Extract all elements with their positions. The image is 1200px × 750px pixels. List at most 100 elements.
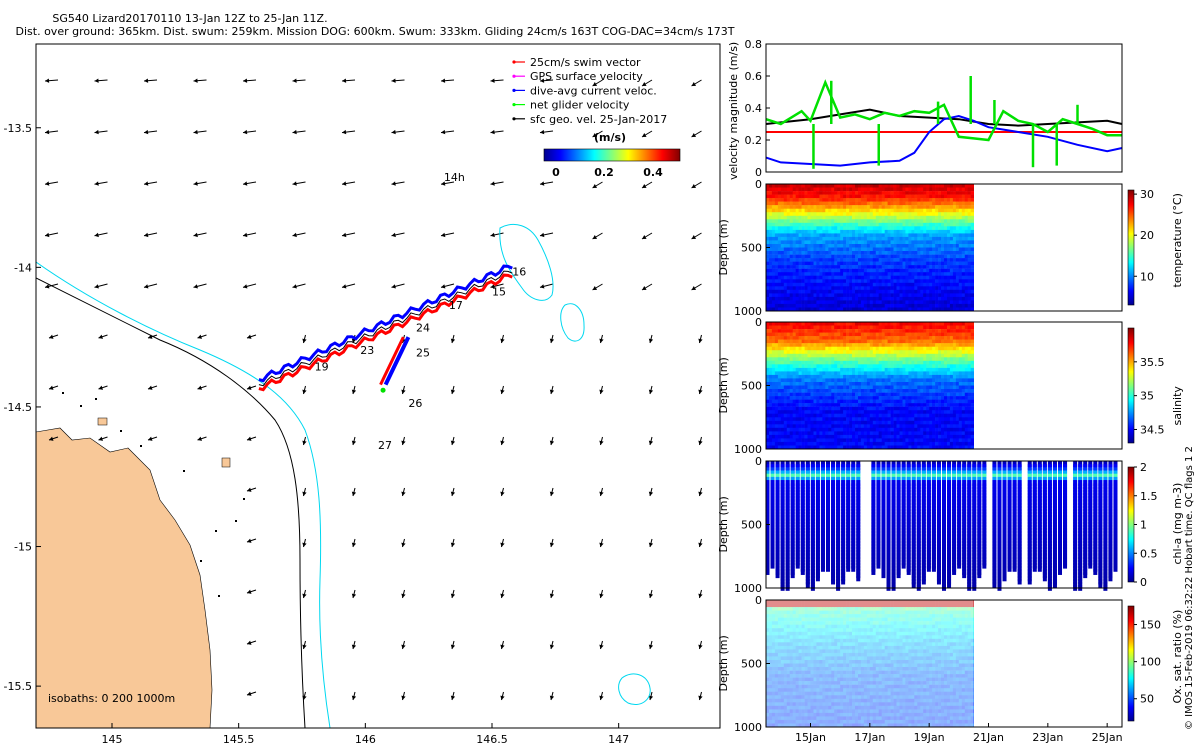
section-cell (863, 332, 868, 337)
section-cell (920, 325, 924, 330)
section-cell (828, 378, 832, 383)
section-cell (893, 406, 897, 411)
section-cell (893, 399, 897, 404)
section-cell (804, 445, 808, 450)
section-cell (923, 229, 927, 234)
section-cell (813, 194, 817, 199)
section-cell (905, 364, 909, 369)
section-cell (849, 431, 853, 436)
section-cell (887, 194, 891, 199)
section-cell (783, 289, 788, 294)
section-cell (843, 275, 847, 280)
section-cell (947, 229, 951, 234)
section-cell (896, 279, 900, 284)
velocity-arrow-head (450, 389, 456, 394)
section-cell (822, 445, 826, 450)
section-cell (813, 244, 817, 248)
section-cell (786, 265, 791, 269)
section-cell (941, 201, 945, 206)
section-cell (893, 343, 897, 347)
section-cell (866, 382, 871, 386)
section-cell (858, 332, 862, 337)
section-cell (887, 382, 891, 386)
section-cell (935, 247, 939, 252)
section-cell (819, 360, 823, 365)
section-cell (917, 219, 921, 224)
section-cell (807, 364, 811, 369)
section-cell (878, 307, 882, 312)
section-cell (766, 240, 770, 245)
section-cell (893, 236, 897, 241)
section-cell (777, 350, 782, 354)
section-cell (905, 184, 909, 188)
section-cell (887, 258, 891, 262)
section-cell (881, 382, 885, 386)
section-cell (843, 289, 847, 294)
section-cell (872, 184, 877, 188)
velocity-arrow-head (592, 82, 598, 86)
section-cell (786, 296, 791, 301)
section-cell (807, 303, 811, 308)
section-cell (890, 445, 894, 450)
section-cell (905, 226, 909, 231)
section-cell (869, 286, 874, 291)
section-cell (792, 332, 796, 337)
section-cell (887, 353, 891, 358)
section-cell (792, 254, 796, 259)
section-cell (905, 215, 909, 220)
colorbar-tick-label: 20 (1140, 229, 1154, 242)
section-cell (834, 417, 838, 422)
legend-label: net glider velocity (530, 99, 630, 112)
section-cell (780, 364, 785, 369)
section-cell (807, 261, 811, 266)
section-cell (893, 322, 897, 326)
section-cell (896, 357, 900, 362)
section-cell (837, 332, 841, 337)
section-cell (810, 251, 814, 255)
section-cell (896, 289, 900, 294)
section-cell (855, 187, 859, 192)
section-cell (941, 187, 945, 192)
section-cell (798, 332, 802, 337)
section-cell (961, 279, 966, 284)
section-cell (837, 184, 841, 188)
section-cell (872, 396, 877, 400)
section-cell (822, 336, 826, 340)
section-cell (807, 441, 811, 446)
velocity-arrow-head (98, 385, 103, 390)
section-cell (816, 282, 820, 287)
section-cell (863, 385, 868, 390)
section-cell (860, 417, 865, 422)
section-cell (777, 194, 782, 199)
section-cell (881, 445, 885, 450)
section-cell (860, 201, 865, 206)
section-cell (875, 431, 880, 436)
section-cell (834, 272, 838, 276)
section-cell (964, 272, 969, 276)
section-cell (798, 441, 802, 446)
section-cell (932, 275, 936, 280)
section-cell (896, 244, 900, 248)
section-cell (878, 378, 882, 383)
section-cell (783, 240, 788, 245)
section-cell (899, 360, 903, 365)
section-cell (837, 431, 841, 436)
section-cell (837, 289, 841, 294)
section-cell (917, 244, 921, 248)
section-cell (822, 251, 826, 255)
section-cell (831, 268, 835, 273)
section-cell (843, 403, 847, 407)
section-cell (834, 254, 838, 259)
section-cell (858, 282, 862, 287)
section-cell (869, 441, 874, 446)
section-cell (866, 194, 871, 199)
section-cell (855, 194, 859, 199)
section-cell (878, 275, 882, 280)
section-cell (944, 208, 948, 213)
section-cell (852, 434, 856, 439)
section-cell (858, 353, 862, 358)
section-cell (875, 357, 880, 362)
section-cell (831, 187, 835, 192)
section-cell (890, 434, 894, 439)
section-cell (970, 268, 974, 273)
